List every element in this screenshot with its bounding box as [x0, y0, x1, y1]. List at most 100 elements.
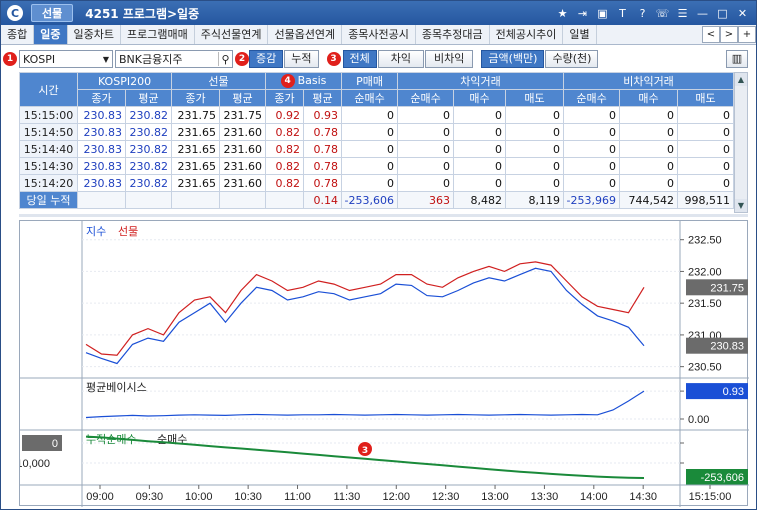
- tab-0[interactable]: 종합: [1, 25, 35, 44]
- export-icon[interactable]: ⇥: [577, 6, 588, 20]
- table-cell: 0: [505, 174, 565, 192]
- splitter[interactable]: [19, 214, 748, 217]
- table-row[interactable]: 15:14:20 230.83 230.82 231.65 231.60 0.82 0.78…: [19, 174, 735, 192]
- filter-nonarbitrage-button[interactable]: 비차익: [425, 50, 474, 68]
- table-cell: 231.60: [219, 174, 267, 192]
- sub-header-0[interactable]: 종가: [77, 89, 126, 107]
- market-select[interactable]: KOSPI ▼: [19, 50, 113, 68]
- table-row[interactable]: 15:14:40 230.83 230.82 231.65 231.60 0.82 0.78…: [19, 140, 735, 158]
- sub-header-11[interactable]: 매수: [619, 89, 679, 107]
- maximize-button[interactable]: □: [717, 6, 728, 20]
- chart-area[interactable]: 232.50 232.00 231.50 231.00 230.50 지수 선물 231.75…: [13, 220, 749, 507]
- series-line-지수: [85, 267, 645, 365]
- phone-icon[interactable]: ☏: [655, 6, 670, 20]
- y-tick-label: 232.00: [688, 266, 722, 278]
- table-cell: 0: [397, 140, 455, 158]
- search-icon[interactable]: ⚲: [218, 52, 232, 66]
- text-size-icon[interactable]: T: [619, 6, 626, 20]
- header-time[interactable]: 시간: [19, 72, 78, 107]
- header-kospi200[interactable]: KOSPI200: [76, 72, 173, 90]
- row-time: 15:14:50: [19, 123, 78, 141]
- filter-arbitrage-button[interactable]: 차익: [377, 50, 424, 68]
- table-cell: 231.60: [219, 123, 267, 141]
- summary-empty: [77, 191, 126, 209]
- sub-header-8[interactable]: 매수: [453, 89, 507, 107]
- table-cell: 0: [505, 123, 565, 141]
- row-time: 15:14:40: [19, 140, 78, 158]
- sub-header-9[interactable]: 매도: [505, 89, 565, 107]
- tab-5[interactable]: 선물옵션연계: [268, 25, 343, 44]
- tab-1[interactable]: 일중: [34, 25, 68, 44]
- header-futures[interactable]: 선물: [171, 72, 267, 90]
- scroll-up-icon[interactable]: ▲: [735, 73, 747, 86]
- sub-header-3[interactable]: 평균: [219, 89, 267, 107]
- table-cell: 0.82: [265, 123, 305, 141]
- table-cell: 0: [563, 123, 621, 141]
- legend-entry: 누적순매수: [86, 433, 137, 446]
- header-basis[interactable]: 4 Basis: [265, 72, 343, 90]
- table-cell: 0.78: [303, 123, 343, 141]
- cumulative-toggle-button[interactable]: 누적: [284, 50, 319, 68]
- unit-quantity-button[interactable]: 수량(천): [545, 50, 599, 68]
- sub-header-1[interactable]: 평균: [124, 89, 173, 107]
- tab-9[interactable]: 일별: [563, 25, 597, 44]
- sub-header-6[interactable]: 순매수: [341, 89, 399, 107]
- stock-search-input[interactable]: BNK금융지주 ⚲: [115, 50, 233, 68]
- chart-toggle-icon[interactable]: ▥: [726, 50, 748, 68]
- header-nonarbitrage[interactable]: 비차익거래: [563, 72, 735, 90]
- table-cell: 0: [341, 174, 399, 192]
- summary-empty: [265, 191, 305, 209]
- header-arbitrage[interactable]: 차익거래: [397, 72, 565, 90]
- sub-header-2[interactable]: 종가: [171, 89, 221, 107]
- tab-3[interactable]: 프로그램매매: [121, 25, 195, 44]
- table-cell: 231.75: [219, 106, 267, 124]
- tab-scroll-right-button[interactable]: >: [720, 26, 738, 43]
- legend-entry: 선물: [118, 225, 138, 238]
- tab-7[interactable]: 종목추정대금: [416, 25, 490, 44]
- tab-2[interactable]: 일중차트: [68, 25, 121, 44]
- sub-header-12[interactable]: 매도: [677, 89, 735, 107]
- sub-header-5[interactable]: 평균: [303, 89, 343, 107]
- tab-8[interactable]: 전체공시추이: [490, 25, 564, 44]
- table-row[interactable]: 15:14:30 230.83 230.82 231.65 231.60 0.82 0.78…: [19, 157, 735, 175]
- x-tick-label: 12:00: [383, 491, 411, 503]
- change-toggle-button[interactable]: 증감: [249, 50, 284, 68]
- header-p-trade[interactable]: P매매: [341, 72, 399, 90]
- sub-header-10[interactable]: 순매수: [563, 89, 621, 107]
- title-tab-futures[interactable]: 선물: [31, 4, 74, 22]
- table-cell: 0: [453, 174, 507, 192]
- table-cell: 0.93: [303, 106, 343, 124]
- close-button[interactable]: ✕: [737, 6, 748, 20]
- star-icon[interactable]: ★: [557, 6, 568, 20]
- summary-arb_sell: 8,119: [505, 191, 565, 209]
- unit-amount-button[interactable]: 금액(백만): [481, 50, 545, 68]
- table-cell: 0.82: [265, 140, 305, 158]
- table-row[interactable]: 15:15:00 230.83 230.82 231.75 231.75 0.92 0.93…: [19, 106, 735, 124]
- scroll-down-icon[interactable]: ▼: [735, 199, 747, 212]
- table-cell: 0: [563, 157, 621, 175]
- tab-scroll-left-button[interactable]: <: [702, 26, 720, 43]
- tab-6[interactable]: 종목사전공시: [342, 25, 416, 44]
- last-value-marker: [686, 337, 748, 354]
- minimize-button[interactable]: —: [697, 6, 708, 20]
- sub-header-4[interactable]: 종가: [265, 89, 305, 107]
- tab-add-button[interactable]: +: [738, 26, 756, 43]
- lock-icon[interactable]: ▣: [597, 6, 608, 20]
- chevron-down-icon: ▼: [102, 54, 109, 64]
- table-cell: 0: [619, 123, 679, 141]
- tab-4[interactable]: 주식선물연계: [195, 25, 269, 44]
- table-row[interactable]: 15:14:50 230.83 230.82 231.65 231.60 0.82 0.78…: [19, 123, 735, 141]
- help-icon[interactable]: ?: [639, 6, 646, 20]
- table-cell: 0: [453, 123, 507, 141]
- table-scrollbar[interactable]: ▲ ▼: [734, 72, 748, 213]
- menu-list-icon[interactable]: ☰: [677, 6, 688, 20]
- sub-header-7[interactable]: 순매수: [397, 89, 455, 107]
- x-tick-label: 14:00: [580, 491, 608, 503]
- summary-empty: [171, 191, 221, 209]
- filter-all-button[interactable]: 전체: [342, 50, 377, 68]
- table-cell: 0: [453, 140, 507, 158]
- table-cell: 0: [505, 140, 565, 158]
- table-cell: 230.82: [124, 140, 173, 158]
- summary-empty: [124, 191, 173, 209]
- window-title: 4251 프로그램>일중: [85, 6, 200, 21]
